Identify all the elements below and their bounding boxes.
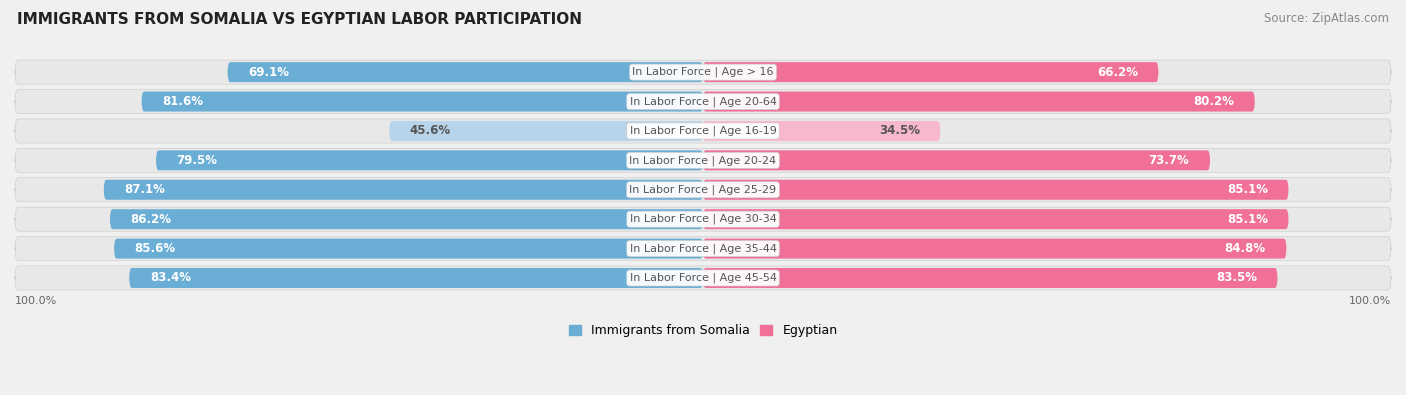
Text: In Labor Force | Age 16-19: In Labor Force | Age 16-19 [630,126,776,136]
FancyBboxPatch shape [15,90,1391,114]
FancyBboxPatch shape [703,180,1288,200]
Text: 100.0%: 100.0% [15,296,58,306]
Text: 83.4%: 83.4% [150,271,191,284]
Text: IMMIGRANTS FROM SOMALIA VS EGYPTIAN LABOR PARTICIPATION: IMMIGRANTS FROM SOMALIA VS EGYPTIAN LABO… [17,12,582,27]
FancyBboxPatch shape [703,268,1278,288]
FancyBboxPatch shape [110,209,703,229]
Text: In Labor Force | Age 25-29: In Labor Force | Age 25-29 [630,184,776,195]
FancyBboxPatch shape [129,268,703,288]
Text: 87.1%: 87.1% [124,183,166,196]
FancyBboxPatch shape [15,237,1391,261]
FancyBboxPatch shape [703,150,1211,170]
FancyBboxPatch shape [228,62,703,82]
Text: In Labor Force | Age 45-54: In Labor Force | Age 45-54 [630,273,776,283]
Text: In Labor Force | Age 30-34: In Labor Force | Age 30-34 [630,214,776,224]
FancyBboxPatch shape [15,207,1391,231]
FancyBboxPatch shape [15,148,1391,173]
Text: 69.1%: 69.1% [249,66,290,79]
Text: 66.2%: 66.2% [1097,66,1137,79]
FancyBboxPatch shape [703,209,1288,229]
Text: In Labor Force | Age 20-64: In Labor Force | Age 20-64 [630,96,776,107]
FancyBboxPatch shape [15,60,1391,84]
Text: 85.1%: 85.1% [1227,183,1268,196]
FancyBboxPatch shape [114,239,703,259]
Text: 85.6%: 85.6% [135,242,176,255]
FancyBboxPatch shape [389,121,703,141]
FancyBboxPatch shape [156,150,703,170]
FancyBboxPatch shape [703,239,1286,259]
Text: 79.5%: 79.5% [177,154,218,167]
Text: 83.5%: 83.5% [1216,271,1257,284]
FancyBboxPatch shape [15,266,1391,290]
FancyBboxPatch shape [104,180,703,200]
Text: 34.5%: 34.5% [879,124,920,137]
FancyBboxPatch shape [703,92,1254,111]
Text: 86.2%: 86.2% [131,213,172,226]
Text: 45.6%: 45.6% [411,124,451,137]
Text: In Labor Force | Age > 16: In Labor Force | Age > 16 [633,67,773,77]
Text: 81.6%: 81.6% [162,95,204,108]
Text: 73.7%: 73.7% [1149,154,1189,167]
Legend: Immigrants from Somalia, Egyptian: Immigrants from Somalia, Egyptian [564,320,842,342]
FancyBboxPatch shape [142,92,703,111]
FancyBboxPatch shape [703,121,941,141]
Text: 85.1%: 85.1% [1227,213,1268,226]
Text: 84.8%: 84.8% [1225,242,1265,255]
Text: In Labor Force | Age 20-24: In Labor Force | Age 20-24 [630,155,776,166]
Text: Source: ZipAtlas.com: Source: ZipAtlas.com [1264,12,1389,25]
FancyBboxPatch shape [15,119,1391,143]
Text: In Labor Force | Age 35-44: In Labor Force | Age 35-44 [630,243,776,254]
FancyBboxPatch shape [703,62,1159,82]
FancyBboxPatch shape [15,178,1391,202]
Text: 80.2%: 80.2% [1194,95,1234,108]
Text: 100.0%: 100.0% [1348,296,1391,306]
